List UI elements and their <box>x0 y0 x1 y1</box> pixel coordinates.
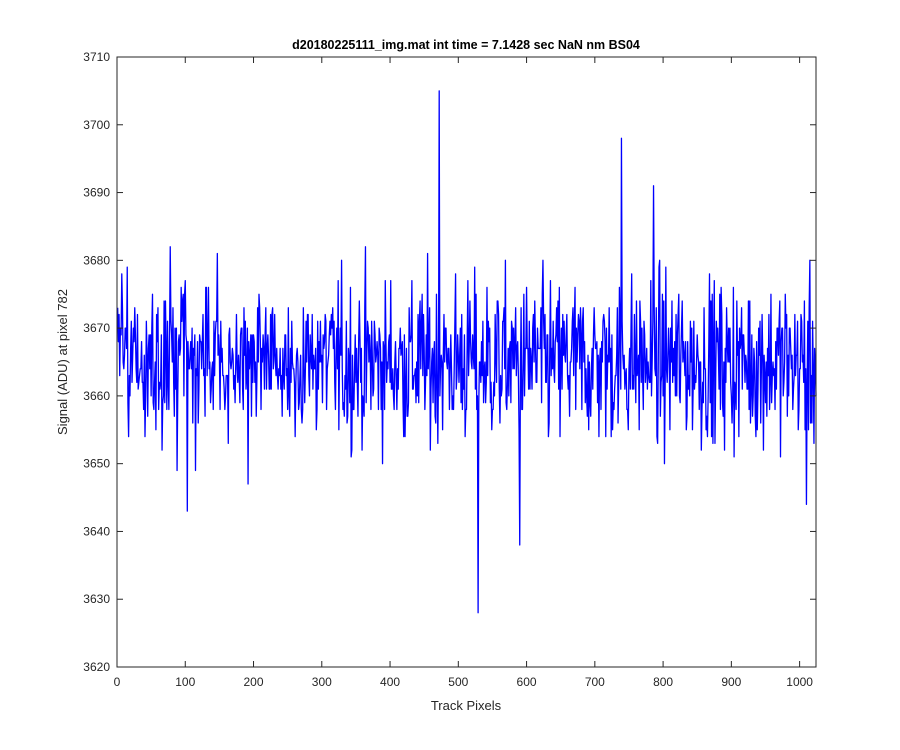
y-tick-label: 3710 <box>83 50 110 64</box>
chart-title: d20180225111_img.mat int time = 7.1428 s… <box>292 38 640 52</box>
x-tick-label: 900 <box>721 675 741 689</box>
y-axis: 3620 3630 3640 3650 3660 3670 3680 3690 3700 3710 <box>83 50 816 674</box>
x-tick-label: 0 <box>114 675 121 689</box>
y-tick-label: 3670 <box>83 321 110 335</box>
y-tick-label: 3680 <box>83 253 110 267</box>
x-tick-label: 1000 <box>786 675 813 689</box>
y-tick-label: 3640 <box>83 524 110 538</box>
y-tick-label: 3660 <box>83 389 110 403</box>
x-tick-label: 600 <box>517 675 537 689</box>
plot-box <box>116 56 817 668</box>
x-tick-label: 200 <box>244 675 264 689</box>
y-tick-label: 3650 <box>83 457 110 471</box>
y-tick-label: 3690 <box>83 186 110 200</box>
signal-series-line <box>117 90 817 614</box>
y-tick-label: 3620 <box>83 660 110 674</box>
y-tick-label: 3630 <box>83 592 110 606</box>
x-axis: 0 100 200 300 400 500 600 700 800 900 1000 <box>114 57 813 689</box>
x-tick-label: 400 <box>380 675 400 689</box>
x-axis-label: Track Pixels <box>431 698 502 713</box>
x-tick-label: 300 <box>312 675 332 689</box>
series-layer <box>117 90 817 614</box>
x-tick-label: 100 <box>175 675 195 689</box>
y-tick-label: 3700 <box>83 118 110 132</box>
x-tick-label: 700 <box>585 675 605 689</box>
x-tick-label: 500 <box>448 675 468 689</box>
y-axis-label: Signal (ADU) at pixel 782 <box>55 289 70 435</box>
x-tick-label: 800 <box>653 675 673 689</box>
